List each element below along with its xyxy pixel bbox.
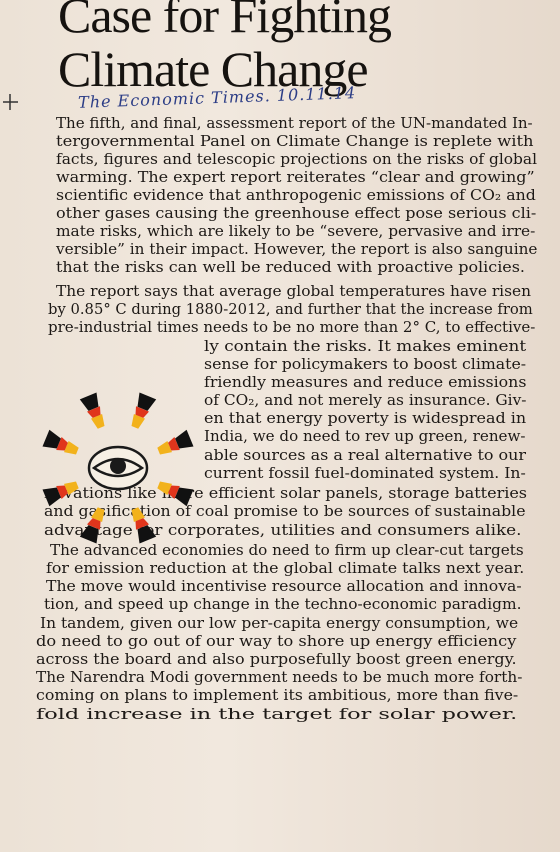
sun-ray-segment xyxy=(168,437,180,451)
sun-ray-segment xyxy=(91,507,105,522)
sun-ray-segment xyxy=(42,429,61,449)
article-line: across the board and also purposefully b… xyxy=(36,650,517,668)
article-line: fold increase in the target for solar po… xyxy=(36,705,518,723)
article-line: en that energy poverty is widespread in xyxy=(204,409,527,427)
article-line: The move would incentivise resource allo… xyxy=(46,577,522,595)
sun-ray-segment xyxy=(56,485,68,499)
sun-ray-segment xyxy=(168,485,180,499)
article-line: ly contain the risks. It makes eminent xyxy=(204,337,527,355)
sun-ray-segment xyxy=(131,414,145,429)
article-line: mate risks, which are likely to be “seve… xyxy=(56,222,536,240)
article-line: coming on plans to implement its ambitio… xyxy=(36,686,519,704)
article-line: In tandem, given our low per-capita ener… xyxy=(40,614,519,632)
sun-ray-segment xyxy=(87,406,101,418)
article-line: tergovernmental Panel on Climate Change … xyxy=(56,132,534,150)
sun-ray-segment xyxy=(131,507,145,522)
sun-ray-segment xyxy=(135,406,149,418)
sun-ray-segment xyxy=(64,441,79,455)
sun-ray-segment xyxy=(137,525,157,544)
sun-eye-illustration-icon xyxy=(42,392,194,544)
article-line: able sources as a real alternative to ou… xyxy=(204,446,527,464)
article-line: The advanced economies do need to firm u… xyxy=(50,541,524,559)
article-line: by 0.85° C during 1880-2012, and further… xyxy=(48,300,533,318)
article-line: warming. The expert report reiterates “c… xyxy=(56,168,535,186)
article-line: for emission reduction at the global cli… xyxy=(46,559,525,577)
article-line: that the risks can well be reduced with … xyxy=(56,258,525,276)
sun-ray-segment xyxy=(87,518,101,530)
sun-ray-segment xyxy=(56,437,68,451)
sun-ray-segment xyxy=(91,414,105,429)
article-line: and gasification of coal promise to be s… xyxy=(44,502,526,520)
article-line: friendly measures and reduce emissions xyxy=(204,373,527,391)
article-line: of CO₂, and not merely as insurance. Giv… xyxy=(204,391,527,409)
sun-ray-segment xyxy=(64,481,79,495)
article-line: India, we do need to rev up green, renew… xyxy=(204,427,526,445)
sun-ray-segment xyxy=(175,429,194,449)
article-line: advantage for corporates, utilities and … xyxy=(44,521,522,539)
sun-ray-segment xyxy=(137,392,157,411)
article-line: tion, and speed up change in the techno-… xyxy=(44,595,522,613)
article-line: sense for policymakers to boost climate- xyxy=(204,355,527,373)
sun-ray-segment xyxy=(79,525,99,544)
crop-mark-icon xyxy=(3,94,18,110)
article-line: do need to go out of our way to shore up… xyxy=(36,632,517,650)
article-line: pre-industrial times needs to be no more… xyxy=(48,318,536,336)
article-line: other gases causing the greenhouse effec… xyxy=(56,204,537,222)
article-line: facts, figures and telescopic projection… xyxy=(56,150,538,168)
sun-ray-segment xyxy=(135,518,149,530)
article-line: scientific evidence that anthropogenic e… xyxy=(56,186,536,204)
sun-ray-segment xyxy=(175,487,194,507)
article-line: The fifth, and final, assessment report … xyxy=(56,114,533,132)
article-line: The report says that average global temp… xyxy=(56,282,532,300)
sun-ray-segment xyxy=(157,481,172,495)
article-line: current fossil fuel-dominated system. In… xyxy=(204,464,526,482)
headline-line-2: Climate Change xyxy=(58,41,369,97)
sun-ray-segment xyxy=(157,441,172,455)
article-line: The Narendra Modi government needs to be… xyxy=(36,668,523,686)
sun-ray-segment xyxy=(79,392,99,411)
headline-line-1: Case for Fighting xyxy=(58,0,392,43)
sun-ray-segment xyxy=(42,487,61,507)
article-line: versible” in their impact. However, the … xyxy=(56,240,538,258)
